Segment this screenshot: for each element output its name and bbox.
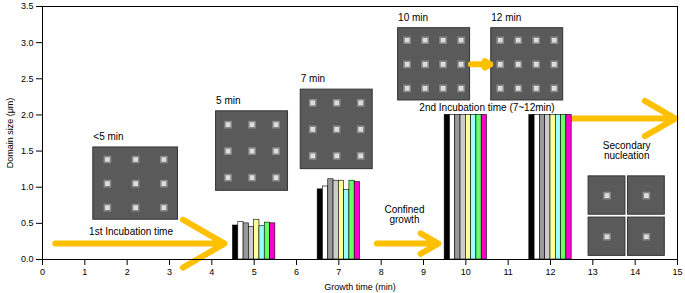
svg-text:1: 1 [82, 267, 87, 277]
svg-text:3.5: 3.5 [21, 1, 34, 11]
svg-text:10: 10 [461, 267, 471, 277]
svg-text:<5 min: <5 min [93, 131, 123, 142]
svg-text:0.0: 0.0 [21, 254, 34, 264]
svg-text:13: 13 [588, 267, 598, 277]
svg-text:5 min: 5 min [216, 95, 240, 106]
svg-text:7 min: 7 min [301, 73, 325, 84]
svg-text:2nd Incubation time (7~12min): 2nd Incubation time (7~12min) [419, 102, 554, 113]
svg-text:2.0: 2.0 [21, 110, 34, 120]
svg-text:6: 6 [294, 267, 299, 277]
svg-text:15: 15 [672, 267, 682, 277]
svg-text:0: 0 [40, 267, 45, 277]
svg-text:11: 11 [503, 267, 512, 277]
svg-text:7: 7 [336, 267, 341, 277]
svg-text:2: 2 [125, 267, 130, 277]
svg-text:3.0: 3.0 [21, 38, 34, 48]
svg-text:10 min: 10 min [398, 12, 428, 23]
svg-text:12: 12 [545, 267, 555, 277]
svg-text:Growth time (min): Growth time (min) [324, 282, 396, 292]
svg-text:1.0: 1.0 [21, 182, 34, 192]
svg-text:2.5: 2.5 [21, 74, 34, 84]
svg-text:4: 4 [209, 267, 214, 277]
svg-text:Secondarynucleation: Secondarynucleation [603, 140, 651, 161]
svg-text:0.5: 0.5 [21, 218, 34, 228]
svg-text:1st Incubation time: 1st Incubation time [89, 226, 173, 237]
svg-text:12 min: 12 min [491, 12, 521, 23]
svg-text:Domain size (μm): Domain size (μm) [5, 98, 15, 169]
svg-text:3: 3 [167, 267, 172, 277]
svg-text:14: 14 [630, 267, 640, 277]
svg-text:8: 8 [379, 267, 384, 277]
svg-text:5: 5 [252, 267, 257, 277]
svg-text:Confinedgrowth: Confinedgrowth [384, 204, 424, 225]
svg-text:1.5: 1.5 [21, 146, 34, 156]
svg-text:9: 9 [421, 267, 426, 277]
